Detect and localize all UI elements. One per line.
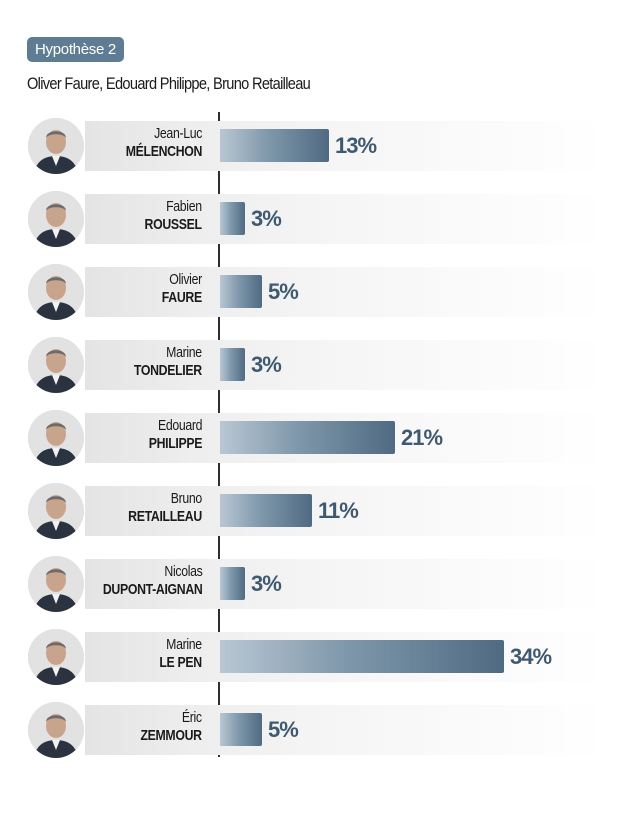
bar bbox=[220, 348, 245, 381]
candidate-row: Fabien ROUSSEL 3% bbox=[0, 186, 625, 252]
candidate-first-name: Olivier bbox=[169, 271, 202, 288]
candidate-row: Olivier FAURE 5% bbox=[0, 259, 625, 325]
hypothesis-badge: Hypothèse 2 bbox=[27, 37, 124, 62]
candidate-photo bbox=[28, 191, 84, 247]
bar-value-label: 3% bbox=[251, 206, 282, 231]
row-background bbox=[85, 267, 605, 317]
candidate-last-name: LE PEN bbox=[159, 654, 203, 671]
candidate-name: Éric ZEMMOUR bbox=[140, 709, 203, 745]
candidate-row: Jean-Luc MÉLENCHON 13% bbox=[0, 113, 625, 179]
candidate-row: Marine TONDELIER 3% bbox=[0, 332, 625, 398]
candidate-last-name: PHILIPPE bbox=[148, 435, 203, 452]
candidate-photo bbox=[28, 629, 84, 685]
candidate-first-name: Bruno bbox=[170, 490, 203, 507]
bar bbox=[220, 202, 245, 235]
row-background bbox=[85, 486, 605, 536]
bar-value-label: 11% bbox=[318, 498, 359, 523]
bar bbox=[220, 129, 329, 162]
candidate-first-name: Edouard bbox=[157, 417, 203, 434]
row-background bbox=[85, 559, 605, 609]
row-background bbox=[85, 705, 605, 755]
bar bbox=[220, 567, 245, 600]
candidate-name: Olivier FAURE bbox=[162, 271, 202, 307]
chart-subtitle: Oliver Faure, Edouard Philippe, Bruno Re… bbox=[27, 74, 311, 93]
candidate-name: Bruno RETAILLEAU bbox=[128, 490, 202, 526]
candidate-first-name: Fabien bbox=[166, 198, 202, 215]
candidate-name: Fabien ROUSSEL bbox=[145, 198, 202, 234]
bar-value-label: 21% bbox=[401, 425, 443, 450]
candidate-last-name: ROUSSEL bbox=[144, 216, 202, 233]
bar-value-label: 13% bbox=[335, 133, 377, 158]
candidate-last-name: ZEMMOUR bbox=[140, 727, 203, 744]
candidate-photo bbox=[28, 118, 84, 174]
candidate-first-name: Jean-Luc bbox=[154, 125, 202, 142]
candidate-last-name: DUPONT-AIGNAN bbox=[102, 581, 202, 598]
bar-value-label: 3% bbox=[251, 352, 282, 377]
row-background bbox=[85, 340, 605, 390]
candidate-last-name: FAURE bbox=[161, 289, 202, 306]
row-background bbox=[85, 121, 605, 171]
bar-value-label: 3% bbox=[251, 571, 282, 596]
candidate-first-name: Éric bbox=[182, 709, 202, 726]
candidate-photo bbox=[28, 556, 84, 612]
bar bbox=[220, 713, 262, 746]
candidate-name: Marine TONDELIER bbox=[134, 344, 202, 380]
candidate-name: Nicolas DUPONT-AIGNAN bbox=[102, 563, 202, 599]
candidate-last-name: RETAILLEAU bbox=[128, 508, 202, 525]
bar bbox=[220, 494, 312, 527]
candidate-row: Marine LE PEN 34% bbox=[0, 624, 625, 690]
candidate-name: Marine LE PEN bbox=[159, 636, 203, 672]
candidate-row: Edouard PHILIPPE 21% bbox=[0, 405, 625, 471]
bar-value-label: 5% bbox=[268, 717, 299, 742]
candidate-name: Edouard PHILIPPE bbox=[148, 417, 203, 453]
row-background bbox=[85, 194, 605, 244]
bar bbox=[220, 640, 504, 673]
candidate-row: Éric ZEMMOUR 5% bbox=[0, 697, 625, 763]
bar bbox=[220, 421, 395, 454]
candidate-photo bbox=[28, 264, 84, 320]
bar-value-label: 5% bbox=[268, 279, 299, 304]
candidate-photo bbox=[28, 483, 84, 539]
candidate-last-name: TONDELIER bbox=[134, 362, 202, 379]
candidate-photo bbox=[28, 410, 84, 466]
candidate-first-name: Marine bbox=[166, 636, 202, 653]
candidate-photo bbox=[28, 337, 84, 393]
candidate-first-name: Nicolas bbox=[163, 563, 202, 580]
candidate-last-name: MÉLENCHON bbox=[125, 143, 203, 160]
candidate-photo bbox=[28, 702, 84, 758]
candidate-first-name: Marine bbox=[166, 344, 202, 361]
bar-value-label: 34% bbox=[510, 644, 552, 669]
candidate-row: Bruno RETAILLEAU 11% bbox=[0, 478, 625, 544]
candidate-row: Nicolas DUPONT-AIGNAN 3% bbox=[0, 551, 625, 617]
bar bbox=[220, 275, 262, 308]
candidate-name: Jean-Luc MÉLENCHON bbox=[125, 125, 203, 161]
